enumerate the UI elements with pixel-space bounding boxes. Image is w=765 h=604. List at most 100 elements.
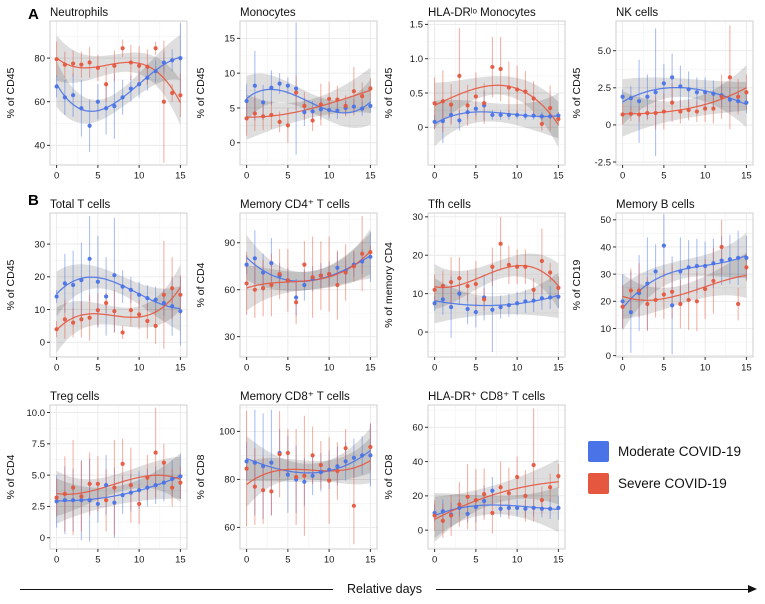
data-point-severe (120, 46, 125, 51)
data-point-moderate (531, 298, 536, 303)
data-point-moderate (360, 259, 365, 264)
data-point-moderate (269, 260, 274, 266)
data-point-moderate (727, 97, 732, 102)
data-point-moderate (523, 113, 528, 118)
data-point-severe (548, 485, 553, 490)
y-axis-label: % of CD4 (5, 454, 17, 499)
y-tick-label: 10 (412, 289, 423, 300)
data-point-moderate (170, 476, 175, 481)
data-point-moderate (252, 83, 257, 88)
data-point-severe (473, 94, 478, 99)
data-point-severe (473, 281, 478, 287)
data-point-severe (620, 112, 625, 117)
data-point-moderate (620, 299, 625, 304)
data-point-moderate (335, 108, 340, 113)
y-tick-label: 0 (40, 338, 45, 349)
data-point-severe (161, 99, 166, 104)
data-point-moderate (104, 294, 109, 299)
data-point-moderate (54, 84, 59, 89)
data-point-severe (515, 474, 520, 480)
y-tick-label: 30 (34, 239, 45, 250)
data-point-severe (440, 518, 445, 523)
data-point-severe (54, 495, 59, 500)
trend-line-severe (246, 89, 371, 118)
data-point-severe (137, 312, 142, 317)
data-point-moderate (523, 506, 528, 511)
data-point-severe (87, 315, 92, 320)
confidence-band-moderate (622, 232, 747, 332)
data-point-severe (727, 75, 732, 80)
data-point-severe (104, 498, 109, 503)
data-point-severe (170, 90, 175, 96)
confidence-band-severe (434, 459, 559, 543)
data-point-severe (120, 461, 125, 466)
data-point-severe (465, 494, 470, 499)
x-tick-label: 10 (134, 363, 145, 374)
data-point-severe (87, 60, 92, 65)
data-point-moderate (351, 104, 356, 109)
data-point-moderate (360, 453, 365, 458)
data-point-moderate (261, 100, 266, 105)
y-tick-label: 40 (600, 242, 611, 253)
data-point-moderate (294, 295, 299, 300)
trend-line-severe (246, 250, 371, 289)
data-point-moderate (556, 294, 561, 299)
data-point-severe (506, 262, 511, 267)
data-point-severe (368, 444, 373, 450)
data-point-severe (703, 106, 708, 111)
data-point-moderate (490, 112, 495, 118)
panel-border (49, 404, 188, 550)
y-tick-label: 0 (230, 138, 235, 149)
confidence-band-moderate (434, 486, 559, 539)
data-point-moderate (79, 498, 84, 503)
y-tick-label: 50 (600, 215, 611, 226)
data-point-moderate (368, 254, 373, 259)
data-point-severe (506, 491, 511, 496)
data-point-severe (449, 102, 454, 107)
panel-tfh-cells-chart: 0 10 20 30 0 5 10 15 Tfh cells % of memory CD4 (383, 199, 566, 374)
data-point-moderate (432, 119, 437, 124)
x-axis-label: Relative days (346, 582, 423, 596)
data-point-severe (318, 462, 323, 468)
data-point-moderate (515, 301, 520, 306)
data-point-severe (145, 318, 150, 324)
data-point-moderate (465, 511, 470, 516)
trend-line-moderate (56, 276, 181, 310)
data-point-severe (686, 297, 691, 303)
data-point-severe (653, 297, 658, 303)
x-tick-label: 5 (661, 363, 666, 374)
data-point-moderate (482, 498, 487, 504)
data-point-severe (95, 308, 100, 313)
data-point-moderate (670, 303, 675, 308)
data-point-moderate (95, 279, 100, 284)
x-tick-label: 10 (134, 555, 145, 566)
panel-hla-dr-cd8-t-cells-chart: 0 20 40 60 0 5 10 15 HLA-DR⁺ CD8⁺ T cells % of CD… (383, 391, 566, 566)
x-tick-label: 0 (54, 171, 59, 182)
data-point-moderate (62, 95, 67, 100)
panel-title: HLA-DRˡᵒ Monocytes (428, 7, 536, 19)
data-point-severe (310, 453, 315, 458)
data-point-severe (351, 89, 356, 94)
data-point-moderate (294, 86, 299, 91)
y-tick-label: 100 (219, 427, 235, 438)
panel-memory-cd8-t-cells-chart: 60 80 100 0 5 10 15 Memory CD8⁺ T cells % of CD8 (195, 391, 378, 566)
data-point-severe (120, 330, 125, 335)
y-tick-label: 10 (34, 305, 45, 316)
data-point-severe (744, 90, 749, 95)
data-point-moderate (277, 81, 282, 86)
y-tick-label: 2.5 (32, 502, 45, 513)
x-tick-label: 15 (365, 363, 376, 374)
y-tick-label: 15 (224, 34, 235, 45)
data-point-severe (719, 94, 724, 99)
y-tick-label: 20 (34, 272, 45, 283)
data-point-moderate (112, 103, 117, 109)
x-tick-label: 0 (432, 171, 437, 182)
data-point-severe (343, 270, 348, 275)
data-point-severe (244, 466, 249, 471)
data-point-severe (112, 63, 117, 68)
data-point-severe (261, 114, 266, 119)
data-point-moderate (637, 99, 642, 104)
data-point-moderate (54, 499, 59, 504)
y-tick-label: 90 (224, 238, 235, 249)
data-point-severe (523, 264, 528, 269)
